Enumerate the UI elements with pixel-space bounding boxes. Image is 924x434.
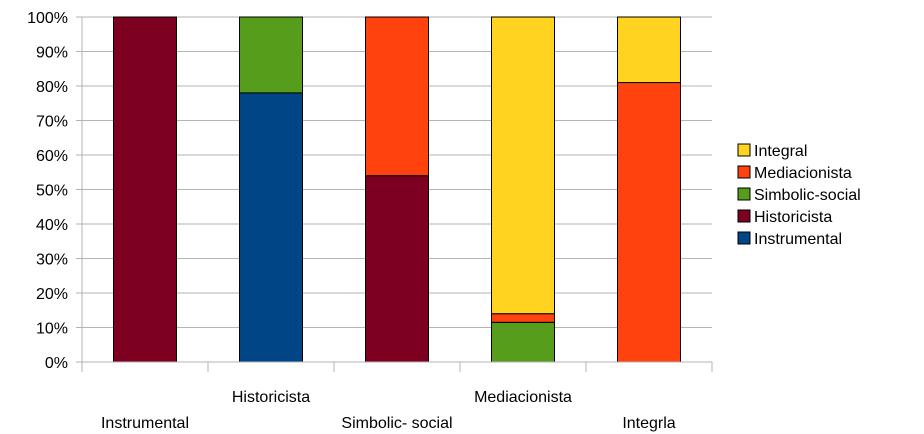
- bar-segment-integral: [617, 16, 681, 84]
- legend-label: Simbolic-social: [754, 187, 861, 204]
- bar-segment-mediacionista: [491, 313, 555, 323]
- legend-label: Integral: [754, 143, 807, 160]
- bar-segment-mediacionista: [365, 16, 429, 177]
- legend: Integral Mediacionista Simbolic-social Hist…: [737, 143, 861, 248]
- bar-segment-historicista: [113, 16, 177, 363]
- x-category-label: Simbolic- social: [341, 415, 452, 432]
- bar-segment-integral: [491, 16, 555, 315]
- x-category-labels: Instrumental Historicista Simbolic- social…: [101, 389, 676, 432]
- y-tick-label: 0%: [45, 355, 68, 372]
- x-category-label: Integrla: [622, 415, 675, 432]
- y-tick-label: 70%: [36, 114, 68, 131]
- bar-segment-historicista: [365, 175, 429, 363]
- bar-segment-instrumental: [239, 92, 303, 363]
- x-category-label: Historicista: [232, 389, 310, 406]
- y-tick-label: 50%: [36, 183, 68, 200]
- legend-swatch: [737, 143, 751, 157]
- legend-label: Historicista: [754, 209, 832, 226]
- y-tick-label: 60%: [36, 148, 68, 165]
- y-tick-label: 30%: [36, 252, 68, 269]
- bar-segment-simbolic-social: [239, 16, 303, 94]
- y-tick-label: 10%: [36, 321, 68, 338]
- y-tick-label: 20%: [36, 286, 68, 303]
- x-category-label: Instrumental: [101, 415, 189, 432]
- y-tick-label: 90%: [36, 45, 68, 62]
- x-category-label: Mediacionista: [474, 389, 572, 406]
- legend-swatch: [737, 187, 751, 201]
- y-tick-label: 80%: [36, 79, 68, 96]
- legend-swatch: [737, 165, 751, 179]
- y-tick-labels: 0% 10% 20% 30% 40% 50% 60% 70% 80% 90% 100%: [27, 10, 68, 372]
- legend-label: Mediacionista: [754, 165, 852, 182]
- legend-swatch: [737, 209, 751, 223]
- y-tick-label: 100%: [27, 10, 68, 27]
- y-tick-label: 40%: [36, 217, 68, 234]
- bars: [113, 16, 681, 363]
- legend-label: Instrumental: [754, 231, 842, 248]
- bar-segment-simbolic-social: [491, 321, 555, 363]
- legend-swatch: [737, 231, 751, 245]
- axes: [76, 16, 713, 372]
- bar-segment-mediacionista: [617, 82, 681, 363]
